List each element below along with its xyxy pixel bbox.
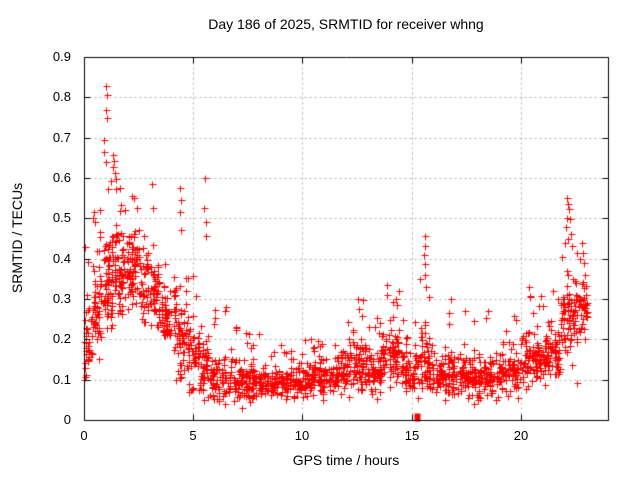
- y-tick-label: 0.9: [52, 49, 71, 64]
- y-axis-label: SRMTID / TECUs: [9, 182, 25, 294]
- x-axis-label: GPS time / hours: [292, 452, 400, 468]
- x-tick-label: 0: [80, 428, 88, 443]
- y-tick-label: 0.1: [52, 372, 71, 387]
- y-tick-label: 0.8: [52, 89, 71, 104]
- y-tick-label: 0.4: [52, 251, 71, 266]
- y-tick-label: 0.6: [52, 170, 71, 185]
- chart-title: Day 186 of 2025, SRMTID for receiver whn…: [208, 16, 484, 32]
- x-tick-label: 10: [294, 428, 310, 443]
- y-tick-label: 0: [63, 412, 71, 427]
- y-tick-label: 0.5: [52, 210, 71, 225]
- x-tick-label: 5: [189, 428, 197, 443]
- y-tick-label: 0.3: [52, 291, 71, 306]
- x-tick-label: 15: [404, 428, 420, 443]
- y-tick-label: 0.2: [52, 331, 71, 346]
- x-tick-label: 20: [513, 428, 529, 443]
- y-tick-label: 0.7: [52, 130, 71, 145]
